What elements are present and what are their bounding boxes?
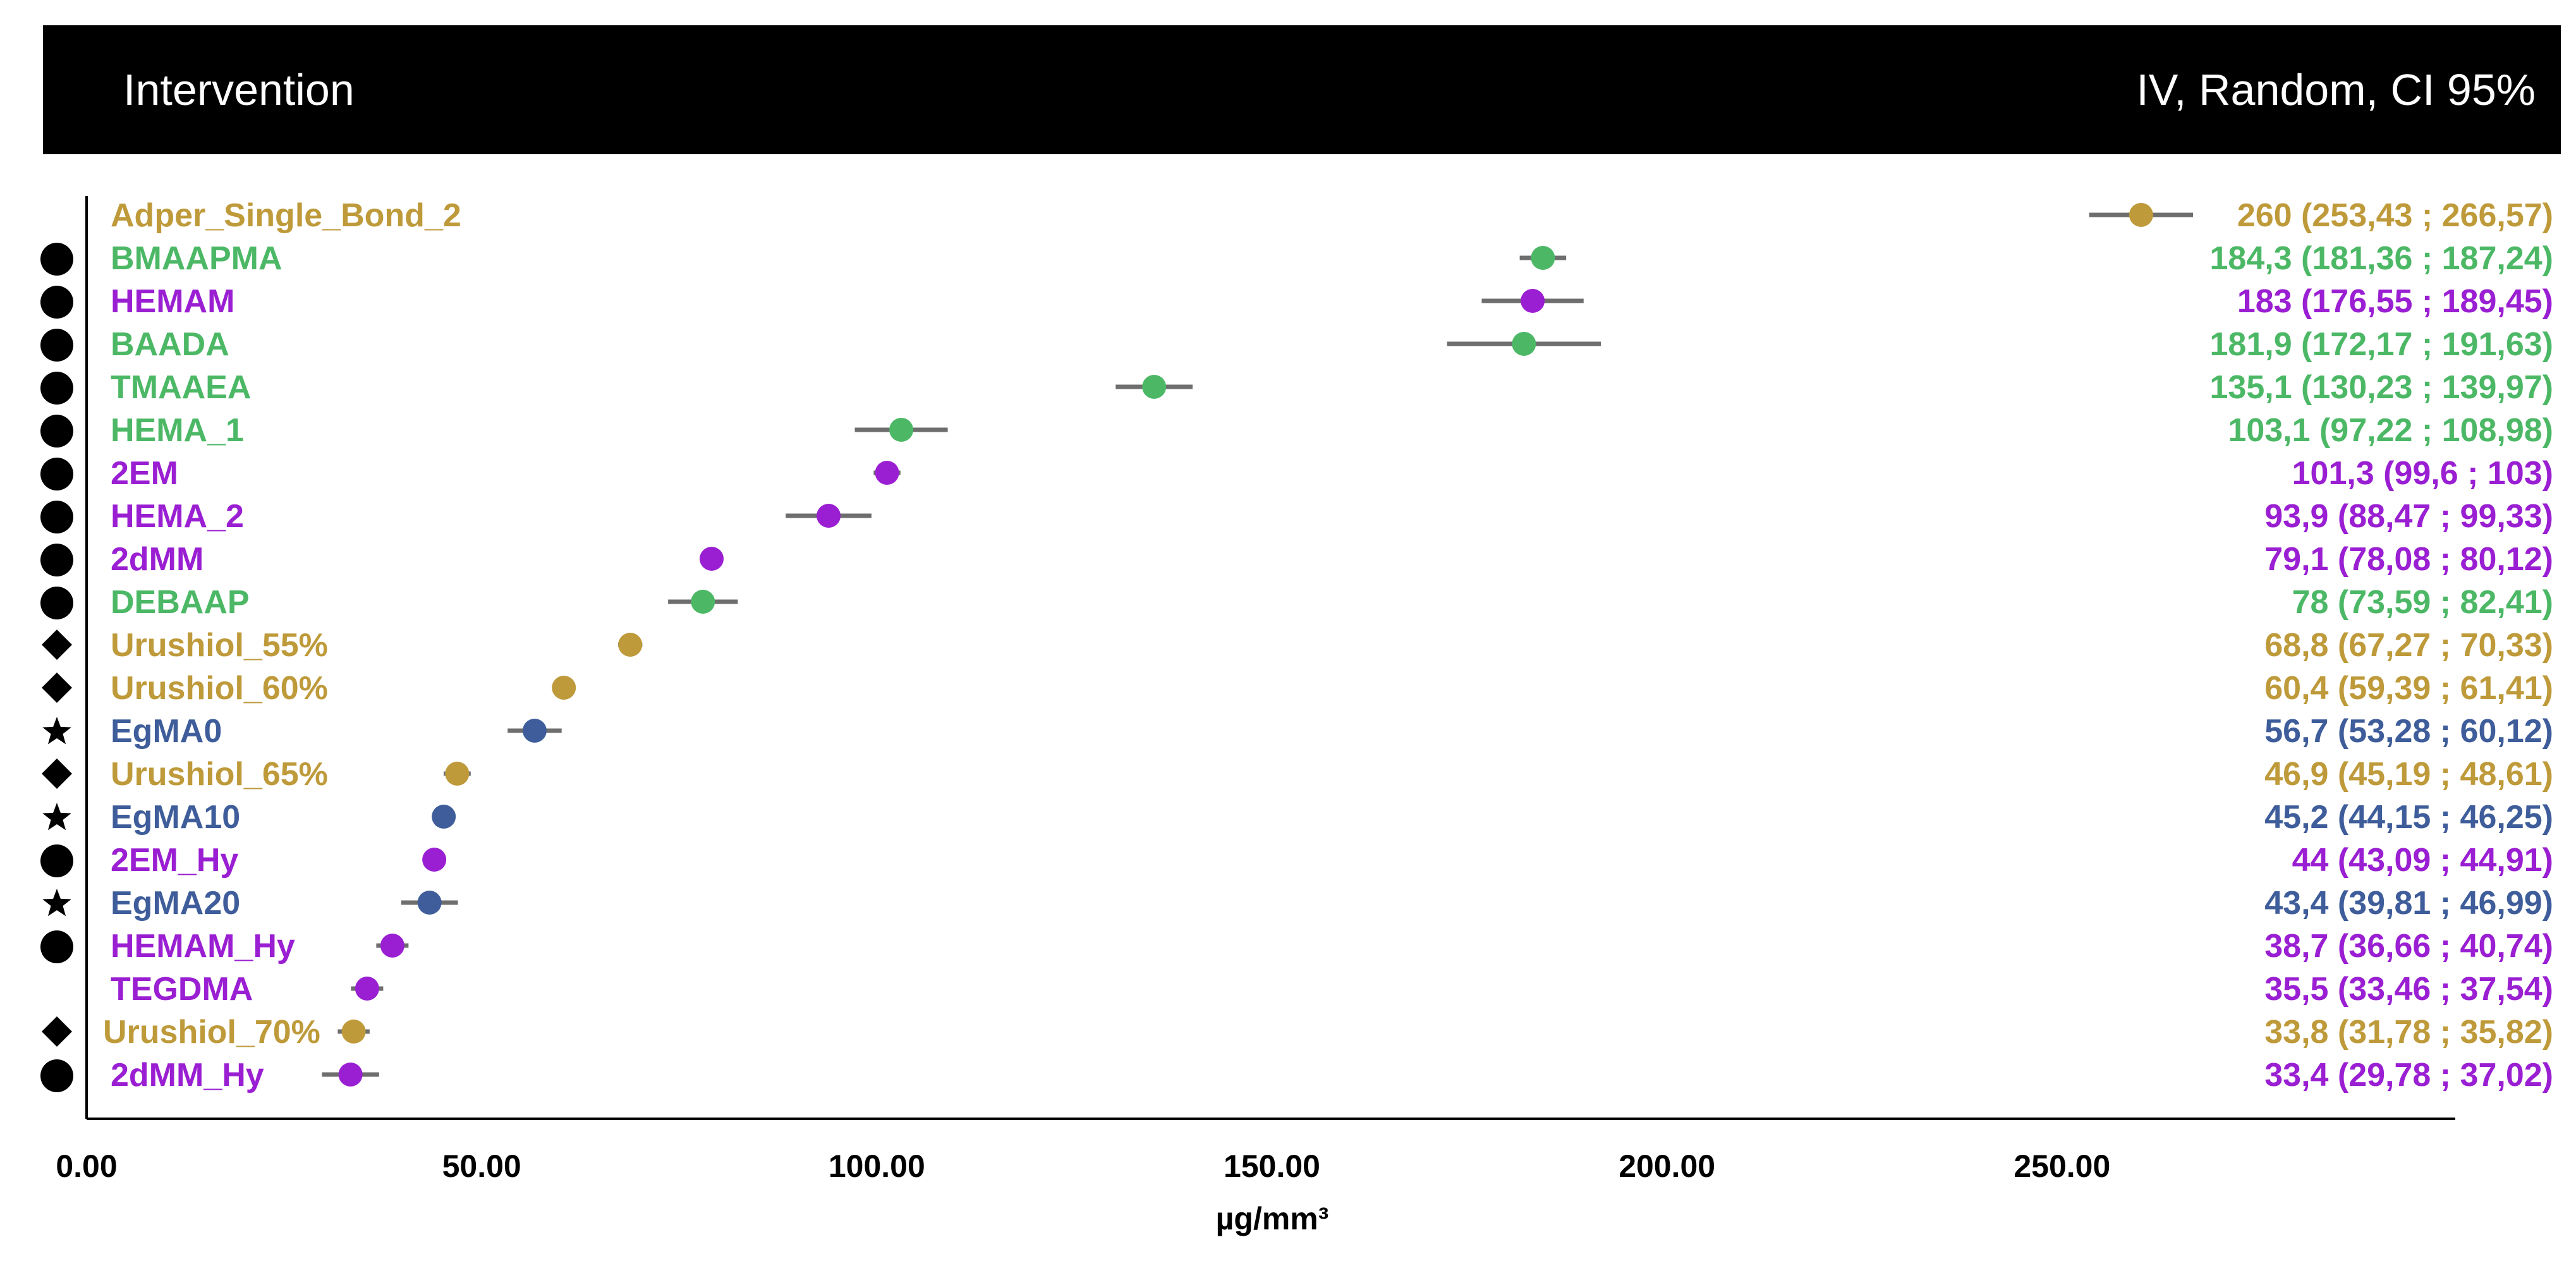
point-estimate (417, 891, 442, 915)
row-value-text: 260 (253,43 ; 266,57) (2237, 197, 2553, 234)
row-value-text: 135,1 (130,23 ; 139,97) (2209, 369, 2553, 406)
row-label: Adper_Single_Bond_2 (111, 197, 461, 234)
row-value-text: 46,9 (45,19 ; 48,61) (2264, 756, 2553, 793)
row-label: BAADA (111, 326, 229, 363)
row-label: 2dMM (111, 541, 204, 578)
group-marker-circle-icon (40, 501, 73, 533)
row-label: Urushiol_55% (111, 627, 328, 664)
row-value-text: 93,9 (88,47 ; 99,33) (2264, 498, 2553, 535)
point-estimate (380, 934, 404, 958)
point-estimate (817, 504, 841, 528)
row-label: BMAAPMA (111, 240, 283, 277)
group-marker-circle-icon (40, 587, 73, 619)
group-marker-diamond-icon (42, 673, 72, 703)
row-label: DEBAAP (111, 584, 250, 621)
point-estimate (445, 762, 470, 786)
point-estimate (889, 418, 914, 442)
row-label: HEMAM (111, 283, 234, 320)
row-label: TEGDMA (111, 971, 253, 1008)
point-estimate (1142, 375, 1167, 399)
row-value-text: 45,2 (44,15 ; 46,25) (2264, 799, 2553, 836)
group-marker-circle-icon (40, 930, 73, 963)
row-value-text: 68,8 (67,27 ; 70,33) (2264, 627, 2553, 664)
row-value-text: 181,9 (172,17 ; 191,63) (2209, 326, 2553, 363)
row-label: 2EM_Hy (111, 842, 238, 879)
row-value-text: 33,8 (31,78 ; 35,82) (2264, 1014, 2553, 1051)
row-label: Urushiol_60% (111, 670, 328, 707)
intervention-header-label: Intervention (123, 65, 355, 114)
group-marker-circle-icon (40, 286, 73, 319)
x-axis-title: µg/mm³ (1216, 1201, 1329, 1236)
x-tick-label: 50.00 (442, 1148, 521, 1184)
row-value-text: 79,1 (78,08 ; 80,12) (2264, 541, 2553, 578)
row-value-text: 38,7 (36,66 ; 40,74) (2264, 928, 2553, 965)
group-marker-circle-icon (40, 243, 73, 276)
row-label: HEMAM_Hy (111, 928, 295, 965)
point-estimate (700, 547, 724, 571)
point-estimate (338, 1063, 363, 1087)
point-estimate (1531, 246, 1555, 270)
row-value-text: 183 (176,55 ; 189,45) (2237, 283, 2553, 320)
x-tick-label: 250.00 (2014, 1148, 2110, 1184)
point-estimate (875, 461, 899, 485)
group-marker-diamond-icon (42, 1016, 72, 1047)
row-value-text: 33,4 (29,78 ; 37,02) (2264, 1057, 2553, 1093)
plot-header-bar: Intervention IV, Random, CI 95% (43, 25, 2561, 154)
group-marker-circle-icon (40, 458, 73, 490)
row-value-text: 101,3 (99,6 ; 103) (2292, 455, 2553, 492)
point-estimate (341, 1020, 366, 1044)
row-value-text: 184,3 (181,36 ; 187,24) (2209, 240, 2553, 277)
row-label: EgMA0 (111, 713, 222, 750)
row-label: 2dMM_Hy (111, 1057, 264, 1093)
group-marker-circle-icon (40, 372, 73, 405)
x-tick-label: 0.00 (56, 1148, 117, 1184)
row-value-text: 60,4 (59,39 ; 61,41) (2264, 670, 2553, 707)
x-tick-label: 200.00 (1619, 1148, 1715, 1184)
x-tick-label: 150.00 (1224, 1148, 1320, 1184)
row-value-text: 78 (73,59 ; 82,41) (2292, 584, 2553, 621)
point-estimate (1512, 332, 1536, 356)
row-label: TMAAEA (111, 369, 251, 406)
point-estimate (1521, 289, 1545, 313)
group-marker-diamond-icon (42, 758, 72, 789)
point-estimate (552, 676, 576, 700)
x-tick-label: 100.00 (829, 1148, 925, 1184)
method-header-label: IV, Random, CI 95% (2136, 65, 2536, 114)
row-label: EgMA20 (111, 885, 240, 922)
point-estimate (618, 633, 643, 657)
group-marker-star-icon (42, 889, 71, 917)
row-label: Urushiol_65% (111, 756, 328, 793)
row-value-text: 56,7 (53,28 ; 60,12) (2264, 713, 2553, 750)
point-estimate (691, 590, 715, 614)
row-value-text: 103,1 (97,22 ; 108,98) (2228, 412, 2553, 449)
row-label: EgMA10 (111, 799, 240, 836)
row-value-text: 43,4 (39,81 ; 46,99) (2264, 885, 2553, 922)
row-label: 2EM (111, 455, 178, 492)
group-marker-circle-icon (40, 1059, 73, 1092)
point-estimate (422, 848, 447, 872)
point-estimate (432, 805, 456, 829)
group-marker-circle-icon (40, 844, 73, 877)
group-marker-circle-icon (40, 415, 73, 448)
group-marker-star-icon (42, 803, 71, 831)
point-estimate (522, 719, 547, 743)
group-marker-circle-icon (40, 544, 73, 576)
row-value-text: 35,5 (33,46 ; 37,54) (2264, 971, 2553, 1008)
point-estimate (2129, 203, 2153, 227)
point-estimate (355, 977, 379, 1001)
row-value-text: 44 (43,09 ; 44,91) (2292, 842, 2553, 879)
row-label: HEMA_1 (111, 412, 244, 449)
row-label: HEMA_2 (111, 498, 244, 535)
group-marker-circle-icon (40, 329, 73, 362)
group-marker-star-icon (42, 717, 71, 745)
group-marker-diamond-icon (42, 630, 72, 660)
row-label: Urushiol_70% (103, 1014, 320, 1051)
